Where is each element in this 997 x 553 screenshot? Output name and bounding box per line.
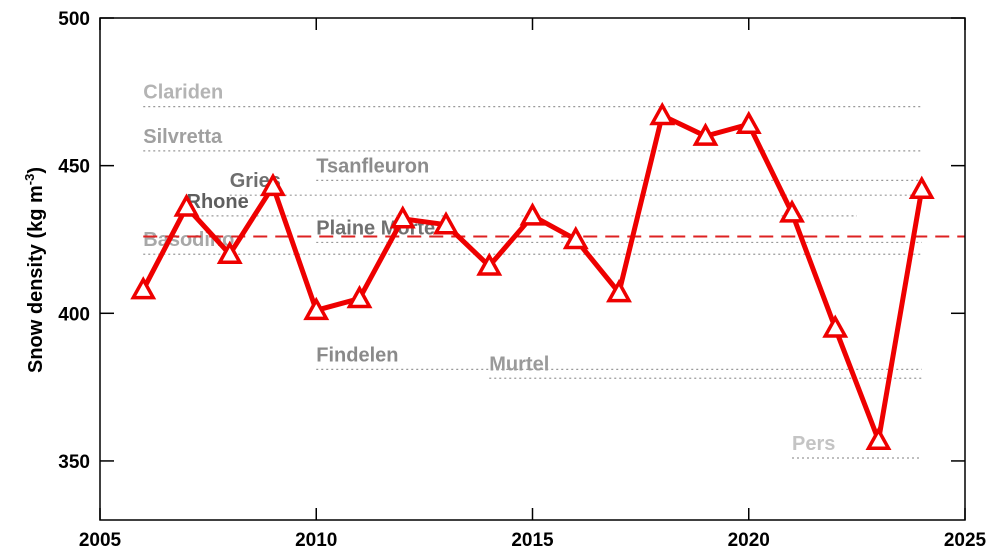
reference-label: Rhone: [187, 191, 249, 213]
data-marker: [476, 252, 503, 276]
y-label-sup: -3: [22, 174, 37, 186]
data-marker: [779, 199, 805, 223]
x-tick-label: 2020: [728, 530, 770, 551]
reference-label: Murtel: [489, 353, 549, 375]
y-tick-label: 400: [58, 304, 90, 325]
x-tick-label: 2010: [295, 530, 337, 551]
data-marker: [173, 193, 200, 217]
y-axis-label: Snow density (kg m-3): [22, 167, 47, 373]
reference-label: Tsanfleuron: [316, 155, 429, 177]
y-tick-label: 500: [58, 9, 90, 30]
data-marker: [433, 211, 459, 235]
data-marker: [865, 426, 892, 451]
y-tick-label: 450: [58, 157, 90, 178]
data-marker: [649, 101, 676, 126]
x-tick-label: 2025: [944, 530, 987, 551]
data-line: [141, 112, 925, 443]
data-marker: [519, 202, 546, 226]
x-tick-label: 2015: [511, 530, 554, 551]
data-marker: [735, 110, 762, 135]
data-marker: [303, 296, 330, 321]
data-marker: [216, 240, 243, 264]
data-marker: [389, 205, 416, 229]
reference-label: Clariden: [143, 82, 223, 104]
x-tick-label: 2005: [79, 530, 122, 551]
y-label-text: Snow density (kg m: [25, 185, 47, 373]
reference-label: Findelen: [316, 344, 398, 366]
data-marker: [130, 276, 157, 300]
reference-label: Pers: [792, 433, 835, 455]
data-marker: [692, 122, 719, 146]
data-marker: [562, 225, 589, 250]
data-marker: [908, 175, 935, 200]
data-marker: [346, 284, 373, 309]
y-tick-label: 350: [58, 452, 90, 473]
data-marker: [606, 279, 632, 303]
data-marker: [822, 314, 849, 338]
reference-label: Silvretta: [143, 126, 223, 148]
data-marker: [260, 172, 286, 197]
y-label-end: ): [25, 167, 47, 174]
